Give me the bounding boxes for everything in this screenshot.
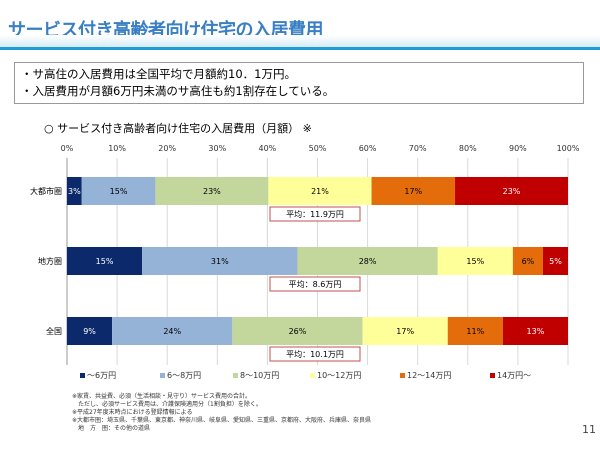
title-band (0, 35, 600, 47)
legend-swatch (80, 373, 85, 378)
x-tick-label: 10% (108, 144, 126, 153)
legend-item: ～6万円 (80, 370, 116, 381)
bar-segment (362, 317, 448, 345)
x-tick-label: 20% (158, 144, 176, 153)
page-number: 11 (582, 423, 596, 436)
footnote: ※大都市圏：埼玉県、千葉県、東京都、神奈川県、岐阜県、愛知県、三重県、京都府、大… (72, 417, 372, 424)
legend-label: 14万円～ (497, 371, 532, 380)
data-label: 26% (289, 327, 307, 336)
x-tick-label: 50% (309, 144, 327, 153)
data-label: 31% (211, 257, 229, 266)
category-label: 大都市圏 (30, 186, 62, 196)
x-tick-label: 30% (208, 144, 226, 153)
bar-segment (67, 317, 113, 345)
bar-segment (512, 247, 543, 275)
footnote: ※平成27年度末時点における登録情報による (72, 409, 193, 416)
bar-segment (67, 177, 82, 205)
bar-segment (232, 317, 363, 345)
bar-segment (542, 247, 568, 275)
summary-line: ・サ高住の入居費用は全国平均で月額約10．1万円。 (21, 67, 296, 81)
average-label: 平均：10.1万円 (286, 349, 344, 359)
legend-label: 6～8万円 (167, 371, 202, 380)
footnote: ただし、必須サービス費用は、介護保険適用分（1割負担）を除く。 (72, 401, 262, 408)
bar-segment (268, 177, 372, 205)
data-label: 11% (466, 327, 484, 336)
bar-segment (455, 177, 568, 205)
x-tick-label: 60% (359, 144, 377, 153)
legend-label: 8～10万円 (240, 371, 280, 380)
x-tick-label: 90% (509, 144, 527, 153)
bar-segment (447, 317, 503, 345)
x-tick-label: 70% (409, 144, 427, 153)
x-tick-label: 100% (557, 144, 580, 153)
legend-item: 12～14万円 (400, 370, 451, 381)
legend-item: 14万円～ (490, 370, 531, 381)
bar-segment (155, 177, 269, 205)
data-label: 23% (503, 187, 521, 196)
bar-segment (112, 317, 233, 345)
data-label: 23% (203, 187, 221, 196)
data-label: 28% (359, 257, 377, 266)
bar-segment (142, 247, 298, 275)
bar-segment (502, 317, 568, 345)
legend-label: ～6万円 (87, 371, 117, 380)
legend-item: 10～12万円 (310, 370, 361, 381)
bar-segment (371, 177, 456, 205)
data-label: 21% (311, 187, 329, 196)
data-label: 15% (466, 257, 484, 266)
legend-item: 8～10万円 (233, 370, 279, 381)
data-label: 5% (549, 257, 562, 266)
average-label: 平均：11.9万円 (286, 209, 344, 219)
title-underline (0, 47, 600, 50)
legend-swatch (400, 373, 405, 378)
chart-subtitle: ○ サービス付き高齢者向け住宅の入居費用（月額） ※ (44, 122, 312, 135)
legend-swatch (490, 373, 495, 378)
data-label: 15% (110, 187, 128, 196)
data-label: 3% (68, 187, 81, 196)
legend-label: 12～14万円 (407, 371, 452, 380)
average-box (269, 276, 361, 292)
data-label: 17% (404, 187, 422, 196)
footnotes: ※家賃、共益費、必須（生活相談・見守り）サービス費用の合計。 ただし、必須サービ… (72, 393, 371, 433)
average-box (269, 206, 361, 222)
summary-line: ・入居費用が月額6万円未満のサ高住も約1割存在している。 (21, 84, 335, 98)
data-label: 15% (96, 257, 114, 266)
data-label: 13% (527, 327, 545, 336)
data-label: 9% (83, 327, 96, 336)
legend-swatch (233, 373, 238, 378)
footnote: 地 方 圏：その他の道県 (72, 425, 151, 432)
legend-label: 10～12万円 (317, 371, 362, 380)
legend-swatch (160, 373, 165, 378)
bar-segment (437, 247, 513, 275)
x-tick-label: 40% (259, 144, 277, 153)
average-box (269, 346, 361, 362)
data-label: 6% (522, 257, 535, 266)
footnote: ※家賃、共益費、必須（生活相談・見守り）サービス費用の合計。 (72, 393, 252, 400)
summary-box: ・サ高住の入居費用は全国平均で月額約10．1万円。 ・入居費用が月額6万円未満の… (14, 62, 584, 104)
data-label: 17% (396, 327, 414, 336)
category-label: 全国 (46, 326, 62, 336)
data-label: 24% (163, 327, 181, 336)
average-label: 平均：8.6万円 (289, 279, 342, 289)
legend-swatch (310, 373, 315, 378)
bar-segment (81, 177, 156, 205)
bar-segment (67, 247, 143, 275)
bar-segment (297, 247, 438, 275)
x-tick-label: 0% (61, 144, 74, 153)
x-tick-label: 80% (459, 144, 477, 153)
category-label: 地方圏 (38, 256, 62, 266)
legend-item: 6～8万円 (160, 370, 201, 381)
